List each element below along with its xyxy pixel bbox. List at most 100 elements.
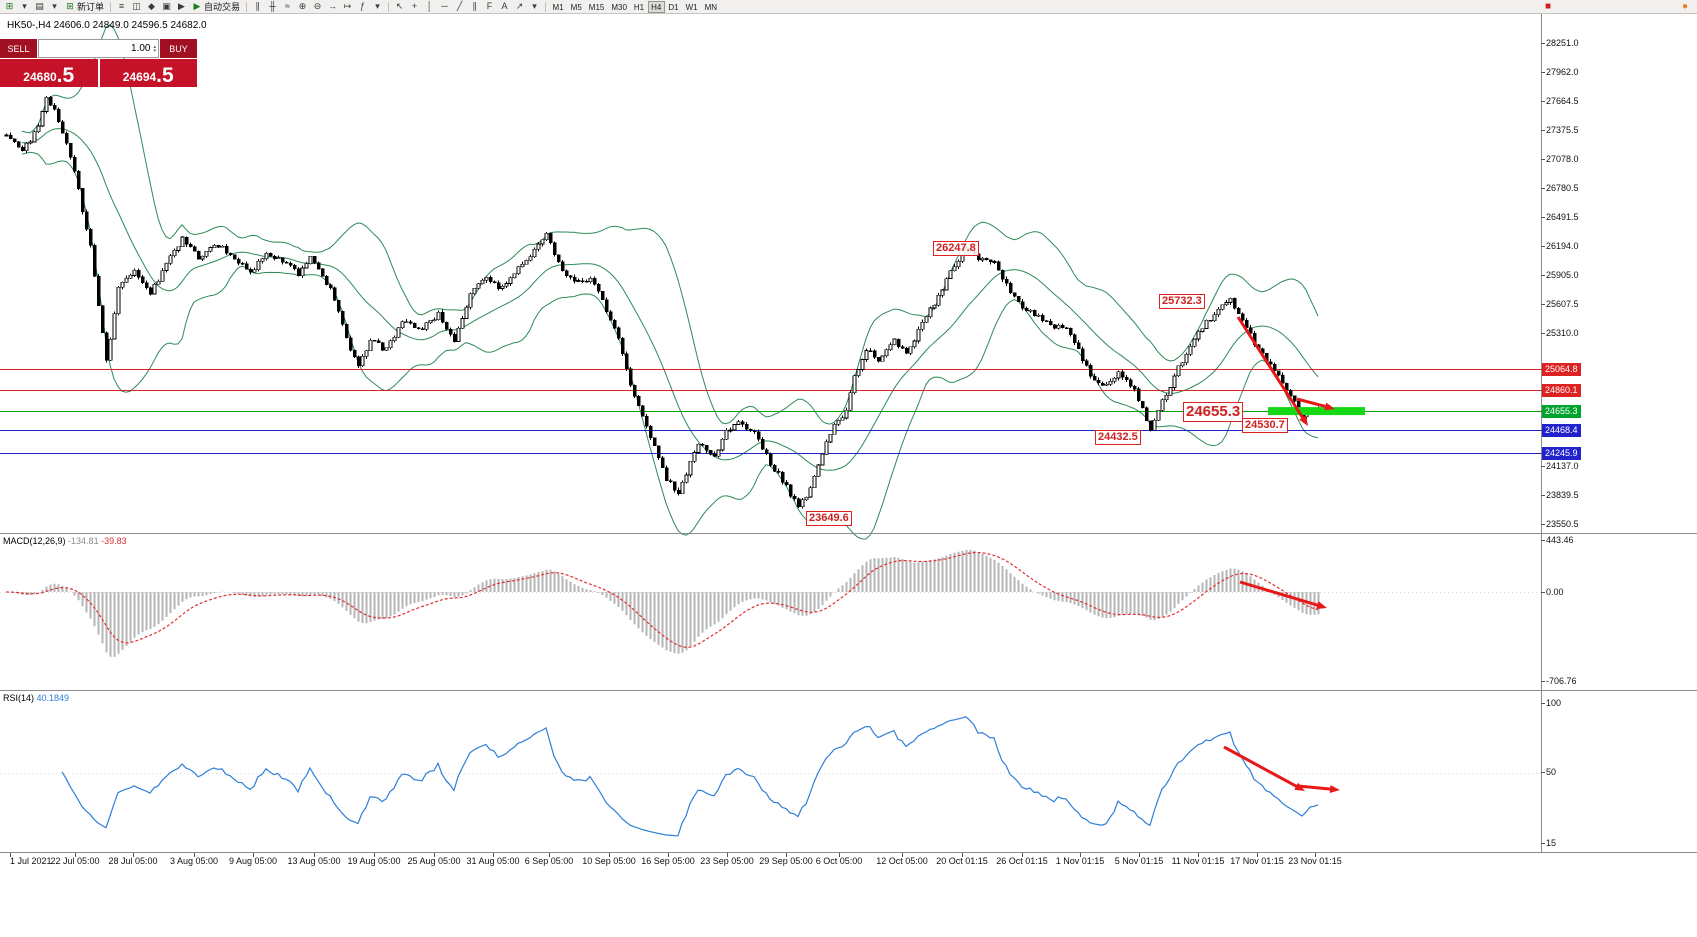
price-axis-label: 23839.5 — [1546, 490, 1579, 500]
price-axis-label: 28251.0 — [1546, 38, 1579, 48]
trendline-icon[interactable]: ╱ — [456, 1, 463, 11]
line-chart-icon[interactable]: ≈ — [285, 1, 290, 11]
time-axis-label: 22 Jul 05:00 — [50, 856, 100, 866]
buy-button[interactable]: BUY — [160, 39, 197, 58]
indicators-dropdown-icon[interactable]: ▾ — [375, 1, 380, 11]
sell-price-frac: .5 — [56, 64, 75, 87]
macd-signal-value: -39.83 — [101, 536, 127, 546]
time-axis-label: 13 Aug 05:00 — [287, 856, 341, 866]
price-annotation[interactable]: 26247.8 — [933, 241, 979, 256]
bollinger-bands — [21, 24, 1319, 540]
price-level-badge: 24245.9 — [1542, 447, 1581, 460]
price-annotation[interactable]: 24432.5 — [1095, 430, 1141, 445]
spinner-down-icon[interactable]: ▾ — [153, 47, 156, 54]
channel-icon[interactable]: ∥ — [472, 1, 477, 11]
auto-trading-icon: ▶ — [193, 1, 201, 11]
volume-spinner[interactable]: ▴ ▾ — [153, 43, 156, 54]
auto-scroll-icon[interactable]: → — [328, 1, 338, 11]
help-icon[interactable]: ● — [1682, 1, 1689, 12]
cursor-icon[interactable]: ↖ — [395, 1, 404, 11]
shapes-dropdown-icon[interactable]: ▾ — [532, 1, 537, 11]
vertical-line-icon[interactable]: │ — [426, 1, 433, 11]
chart-dropdown-icon[interactable]: ▾ — [22, 1, 27, 11]
candlesticks — [4, 95, 1321, 509]
market-watch-icon[interactable]: ≡ — [118, 1, 125, 11]
timeframe-m1-button[interactable]: M1 — [552, 2, 564, 12]
time-axis-label: 11 Nov 01:15 — [1171, 856, 1225, 866]
rsi-line — [61, 716, 1319, 837]
price-axis-label: 26194.0 — [1546, 241, 1579, 251]
new-order-icon: ⊞ — [66, 1, 74, 11]
price-level-badge: 24655.3 — [1542, 405, 1581, 418]
timeframe-m15-button[interactable]: M15 — [588, 2, 605, 12]
zoom-out-icon[interactable]: ⊖ — [313, 1, 322, 11]
strategy-tester-icon[interactable]: ▶ — [178, 1, 185, 11]
volume-input[interactable]: 1.00 ▴ ▾ — [38, 39, 159, 58]
navigator-icon[interactable]: ◆ — [148, 1, 155, 11]
price-axis-label: 25905.0 — [1546, 270, 1579, 280]
new-order-button[interactable]: ⊞ 新订单 — [62, 0, 107, 13]
price-annotation[interactable]: 24530.7 — [1242, 418, 1288, 433]
timeframe-m5-button[interactable]: M5 — [570, 2, 582, 12]
timeframe-h4-button[interactable]: H4 — [647, 0, 665, 13]
price-axis-label: 23550.5 — [1546, 519, 1579, 529]
candlestick-chart-icon[interactable]: ╫ — [269, 1, 276, 11]
macd-signal-line — [5, 551, 1319, 649]
time-axis-label: 17 Nov 01:15 — [1230, 856, 1284, 866]
zoom-in-icon[interactable]: ⊕ — [298, 1, 307, 11]
macd-axis-label: 0.00 — [1546, 587, 1564, 597]
support-highlight-bar[interactable] — [1268, 407, 1365, 416]
price-annotation[interactable]: 25732.3 — [1159, 294, 1205, 309]
data-window-icon[interactable]: ◫ — [132, 1, 141, 11]
spinner-up-icon[interactable]: ▴ — [153, 43, 156, 50]
trend-arrows[interactable] — [1223, 316, 1340, 793]
time-axis-label: 29 Sep 05:00 — [759, 856, 813, 866]
time-axis-label: 23 Nov 01:15 — [1288, 856, 1342, 866]
timeframe-d1-button[interactable]: D1 — [668, 2, 679, 12]
price-axis-label: 27375.5 — [1546, 125, 1579, 135]
time-axis-label: 3 Aug 05:00 — [169, 856, 219, 866]
price-level-badge: 24860.1 — [1542, 384, 1581, 397]
time-axis-label: 9 Aug 05:00 — [228, 856, 278, 866]
horizontal-line-icon[interactable]: ─ — [441, 1, 448, 11]
time-axis-label: 19 Aug 05:00 — [347, 856, 401, 866]
timeframe-w1-button[interactable]: W1 — [685, 2, 698, 12]
fibonacci-icon[interactable]: F — [486, 1, 493, 11]
auto-trading-button[interactable]: ▶ 自动交易 — [189, 0, 243, 13]
time-axis-label: 25 Aug 05:00 — [407, 856, 461, 866]
text-label-icon[interactable]: A — [501, 1, 508, 11]
volume-value: 1.00 — [131, 43, 151, 54]
new-chart-icon[interactable]: ⊞ — [5, 1, 14, 11]
macd-main-value: -134.81 — [68, 536, 99, 546]
price-level-badge: 24468.4 — [1542, 424, 1581, 437]
sell-button[interactable]: SELL — [0, 39, 37, 58]
rsi-axis-label: 15 — [1546, 838, 1557, 848]
indicators-icon[interactable]: ƒ — [360, 1, 366, 11]
timeframe-mn-button[interactable]: MN — [704, 2, 718, 12]
time-axis-label: 16 Sep 05:00 — [641, 856, 695, 866]
time-axis-label: 1 Nov 01:15 — [1055, 856, 1105, 866]
chart-shift-icon[interactable]: ↦ — [343, 1, 352, 11]
profiles-dropdown-icon[interactable]: ▾ — [52, 1, 57, 11]
crosshair-icon[interactable]: + — [411, 1, 418, 11]
terminal-icon[interactable]: ▣ — [162, 1, 171, 11]
arrows-tool-icon[interactable]: ↗ — [515, 1, 524, 11]
sell-price-display[interactable]: 24680.5 — [0, 59, 98, 87]
timeframe-m30-button[interactable]: M30 — [611, 2, 627, 12]
timeframe-h1-button[interactable]: H1 — [633, 2, 645, 12]
one-click-trading-panel: SELL 1.00 ▴ ▾ BUY 24680.5 24694.5 — [0, 39, 197, 87]
price-axis-label: 27664.5 — [1546, 96, 1579, 106]
price-axis-label: 25310.0 — [1546, 328, 1579, 338]
price-annotation[interactable]: 24655.3 — [1183, 402, 1244, 422]
profiles-icon[interactable]: ▤ — [35, 1, 44, 11]
bar-chart-icon[interactable]: ∥ — [255, 1, 260, 11]
alert-icon[interactable]: ■ — [1545, 1, 1552, 12]
price-annotation[interactable]: 23649.6 — [806, 511, 852, 526]
chart-ohlc-header: HK50-,H4 24606.0 24849.0 24596.5 24682.0 — [7, 20, 207, 31]
rsi-value: 40.1849 — [36, 693, 70, 703]
time-axis-label: 1 Jul 2021 — [10, 856, 52, 866]
price-axis-label: 24137.0 — [1546, 461, 1579, 471]
buy-price-display[interactable]: 24694.5 — [99, 59, 197, 87]
